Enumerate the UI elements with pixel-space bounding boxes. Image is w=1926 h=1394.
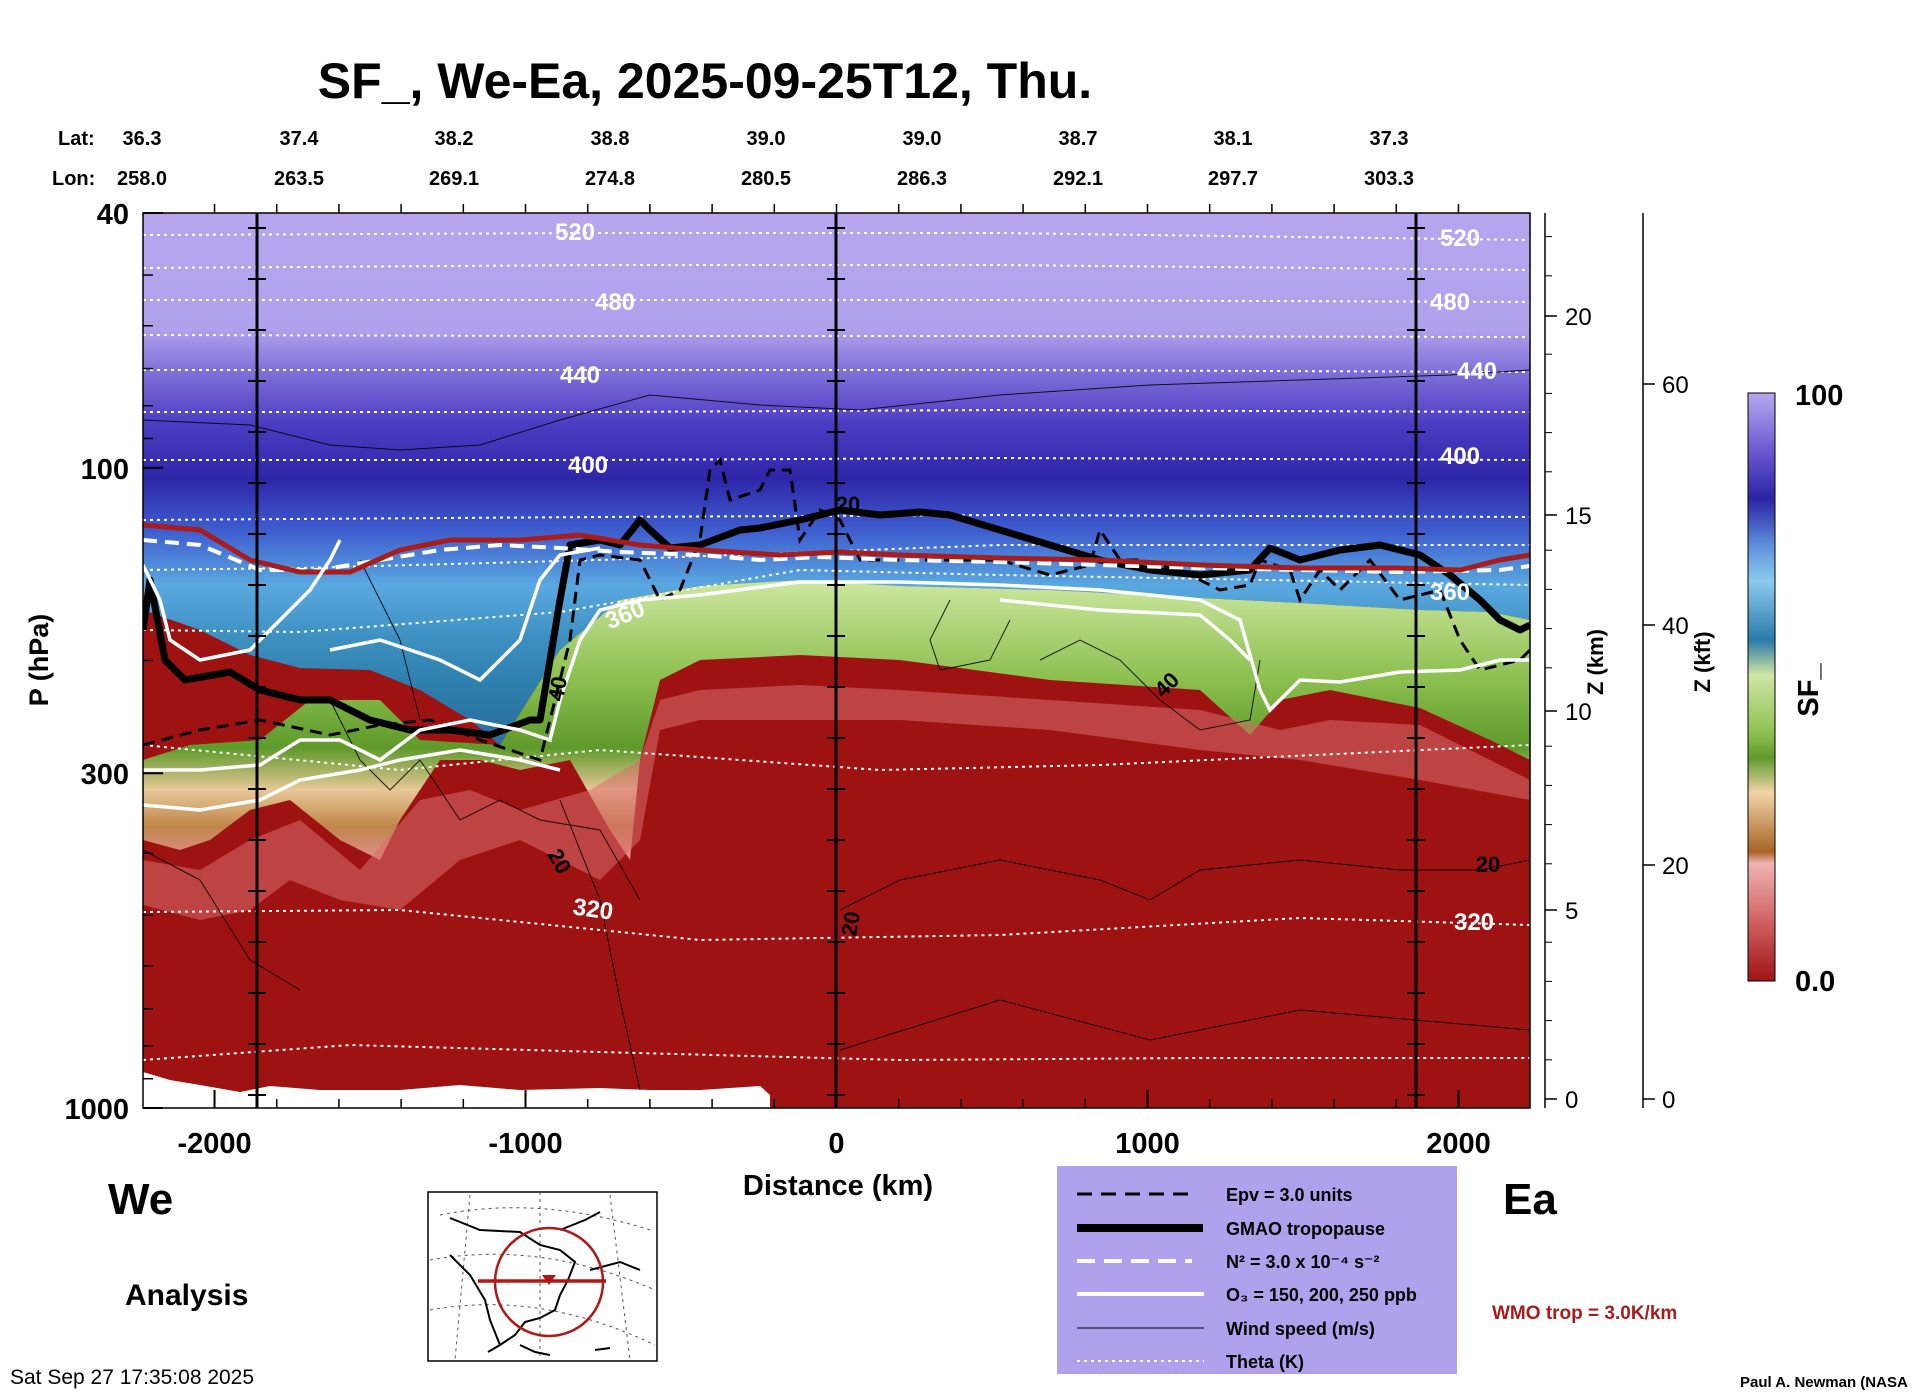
timestamp: Sat Sep 27 17:35:08 2025 [10, 1366, 254, 1389]
lon-value: 269.1 [429, 168, 479, 190]
theta-label: 520 [1440, 225, 1480, 252]
z-km-tick-label: 15 [1565, 503, 1592, 530]
wmo-trop-line [143, 522, 1530, 575]
analysis-label: Analysis [125, 1279, 248, 1312]
theta-label: 360 [1430, 579, 1470, 606]
z-km-axis-title: Z (km) [1583, 629, 1608, 695]
wmo-note: WMO trop = 3.0K/km [1492, 1303, 1677, 1324]
z-km-tick-label: 10 [1565, 699, 1592, 726]
lat-value: 38.8 [591, 128, 630, 150]
colorbar-scale [1747, 392, 1776, 982]
lon-label: Lon: [52, 168, 95, 190]
lat-value: 37.3 [1370, 128, 1409, 150]
lon-value: 258.0 [117, 168, 167, 190]
center-marker [542, 1275, 556, 1285]
y-axis-title: P (hPa) [24, 614, 54, 707]
lat-value: 38.7 [1059, 128, 1098, 150]
x-tick-label: -2000 [177, 1128, 251, 1160]
x-axis: -2000 -1000 0 1000 2000 [177, 204, 1491, 1160]
z-km-tick-label: 5 [1565, 898, 1578, 925]
x-tick-label: 1000 [1115, 1128, 1180, 1160]
theta-labels: 520 480 440 400 360 320 520 480 440 400 … [555, 219, 1497, 936]
theta-label: 440 [1457, 358, 1497, 385]
lon-value: 263.5 [274, 168, 324, 190]
lat-value: 37.4 [280, 128, 320, 150]
theta-label: 320 [1454, 909, 1494, 936]
z-kft-tick-label: 40 [1662, 613, 1689, 640]
y-tick-label: 100 [81, 454, 129, 486]
theta-label: 400 [1440, 443, 1480, 470]
theta-label: 520 [555, 219, 595, 246]
lon-value: 286.3 [897, 168, 947, 190]
lon-value: 274.8 [585, 168, 635, 190]
lon-value: 297.7 [1208, 168, 1258, 190]
colorbar-min: 0.0 [1795, 966, 1835, 998]
theta-label: 440 [560, 362, 600, 389]
plot-area [143, 213, 1530, 1108]
wind-label: 20 [1476, 852, 1500, 877]
o3-contours [143, 539, 1530, 812]
lat-value: 36.3 [123, 128, 162, 150]
colorbar: 100 0.0 SF_ [1747, 380, 1843, 998]
utls-band [143, 580, 1530, 860]
legend: Epv = 3.0 units GMAO tropopause N² = 3.0… [1057, 1166, 1457, 1374]
lat-values: 36.3 37.4 38.2 38.8 39.0 39.0 38.7 38.1 37.3 [123, 128, 1409, 150]
lon-values: 258.0 263.5 269.1 274.8 280.5 286.3 292.1 297.7… [117, 168, 1414, 190]
legend-box [1057, 1166, 1457, 1374]
wind-label: 20 [836, 909, 865, 937]
theta-label: 400 [568, 452, 608, 479]
theta-label: 480 [1430, 289, 1470, 316]
colorbar-max: 100 [1795, 380, 1843, 412]
y-tick-label: 300 [81, 759, 129, 791]
lat-value: 39.0 [903, 128, 942, 150]
z-kft-tick-label: 0 [1662, 1087, 1675, 1114]
east-label: Ea [1503, 1175, 1557, 1224]
lat-value: 38.2 [435, 128, 474, 150]
lat-value: 38.1 [1214, 128, 1253, 150]
lon-value: 303.3 [1364, 168, 1414, 190]
credit: Paul A. Newman (NASA [1740, 1374, 1908, 1391]
legend-o3: O₃ = 150, 200, 250 ppb [1226, 1285, 1417, 1305]
gmao-tropopause [143, 506, 1530, 739]
theta-label: 480 [595, 289, 635, 316]
lat-value: 39.0 [747, 128, 786, 150]
transition-band [143, 685, 1530, 920]
lon-value: 280.5 [741, 168, 791, 190]
wind-label: 40 [543, 674, 572, 702]
y-tick-label: 1000 [64, 1094, 129, 1126]
z-kft-axis-title: Z (kft) [1690, 631, 1715, 692]
y-axis: 40 100 300 1000 [64, 199, 163, 1126]
y-tick-label: 40 [97, 199, 129, 231]
coastline [449, 1211, 641, 1356]
legend-n2: N² = 3.0 x 10⁻⁴ s⁻² [1226, 1252, 1379, 1272]
location-map [427, 1191, 658, 1362]
wind-contours [143, 369, 1530, 1091]
z-kft-axis: 0 20 40 60 [1642, 213, 1689, 1114]
legend-theta: Theta (K) [1226, 1352, 1304, 1372]
reference-verticals [255, 213, 1418, 1108]
lon-value: 292.1 [1053, 168, 1103, 190]
lat-label: Lat: [58, 128, 95, 150]
x-tick-label: 0 [828, 1128, 844, 1160]
epv-line [143, 457, 1530, 762]
theta-label: 320 [571, 893, 614, 925]
reference-ticks [248, 227, 1425, 1096]
legend-trop: GMAO tropopause [1226, 1219, 1385, 1239]
wind-label: 20 [836, 492, 860, 517]
z-kft-tick-label: 60 [1662, 372, 1689, 399]
z-km-tick-label: 20 [1565, 304, 1592, 331]
z-km-axis: 0 5 10 15 20 [1544, 213, 1592, 1114]
x-tick-label: 2000 [1426, 1128, 1491, 1160]
legend-wind: Wind speed (m/s) [1226, 1319, 1375, 1339]
chart-title: SF_, We-Ea, 2025-09-25T12, Thu. [318, 53, 1092, 109]
x-axis-title: Distance (km) [743, 1170, 933, 1202]
colorbar-label: SF_ [1793, 663, 1825, 717]
surface [143, 1072, 770, 1108]
west-label: We [108, 1175, 173, 1224]
legend-epv: Epv = 3.0 units [1226, 1185, 1353, 1205]
z-km-tick-label: 0 [1565, 1087, 1578, 1114]
x-tick-label: -1000 [488, 1128, 562, 1160]
z-kft-tick-label: 20 [1662, 853, 1689, 880]
